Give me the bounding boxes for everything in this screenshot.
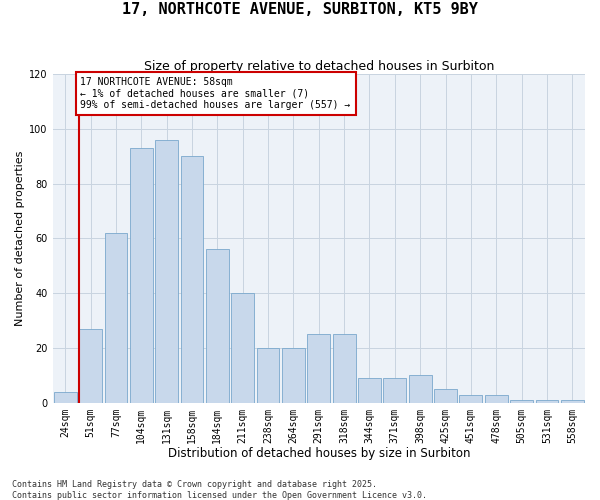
Bar [409,376,431,402]
Y-axis label: Number of detached properties: Number of detached properties [15,151,25,326]
Bar [460,394,482,402]
Bar [307,334,330,402]
Bar [257,348,280,403]
Bar [383,378,406,402]
Bar [155,140,178,402]
Title: Size of property relative to detached houses in Surbiton: Size of property relative to detached ho… [143,60,494,73]
X-axis label: Distribution of detached houses by size in Surbiton: Distribution of detached houses by size … [167,447,470,460]
Bar [434,389,457,402]
Bar [485,394,508,402]
Bar [104,233,127,402]
Text: 17 NORTHCOTE AVENUE: 58sqm
← 1% of detached houses are smaller (7)
99% of semi-d: 17 NORTHCOTE AVENUE: 58sqm ← 1% of detac… [80,77,350,110]
Bar [536,400,559,402]
Bar [333,334,356,402]
Bar [561,400,584,402]
Text: 17, NORTHCOTE AVENUE, SURBITON, KT5 9BY: 17, NORTHCOTE AVENUE, SURBITON, KT5 9BY [122,2,478,18]
Text: Contains HM Land Registry data © Crown copyright and database right 2025.
Contai: Contains HM Land Registry data © Crown c… [12,480,427,500]
Bar [130,148,152,403]
Bar [181,156,203,402]
Bar [231,293,254,403]
Bar [206,250,229,402]
Bar [79,329,102,402]
Bar [358,378,381,402]
Bar [510,400,533,402]
Bar [282,348,305,403]
Bar [54,392,77,402]
